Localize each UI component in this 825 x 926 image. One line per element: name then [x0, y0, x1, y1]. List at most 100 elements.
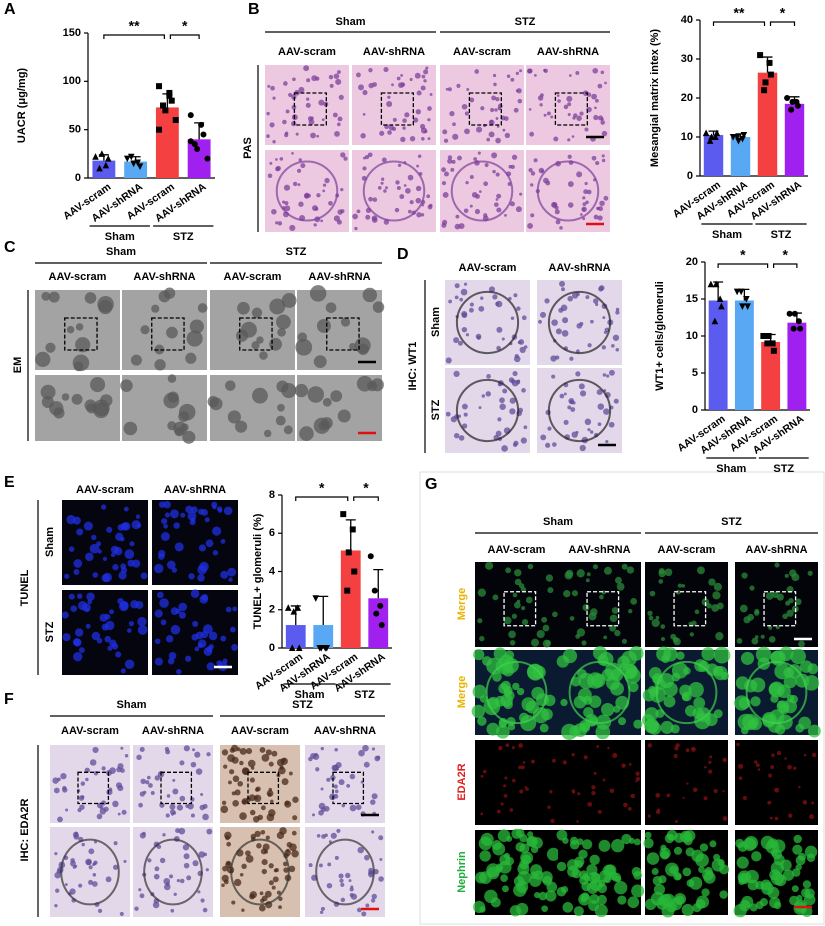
- texture: [454, 223, 461, 230]
- texture: [311, 75, 318, 82]
- texture: [275, 221, 279, 225]
- texture: [491, 95, 497, 101]
- texture: [123, 859, 127, 863]
- texture: [115, 651, 122, 658]
- texture: [585, 295, 590, 300]
- texture: [452, 122, 456, 127]
- zoom-box: [380, 92, 414, 126]
- texture: [191, 633, 199, 641]
- texture: [137, 625, 148, 635]
- texture: [266, 790, 274, 797]
- texture: [517, 340, 522, 345]
- significance-label: **: [129, 18, 140, 34]
- texture: [778, 646, 794, 661]
- texture: [612, 753, 618, 759]
- texture: [335, 78, 342, 85]
- texture: [53, 787, 60, 794]
- texture: [40, 384, 56, 400]
- texture: [803, 753, 807, 757]
- texture: [164, 746, 170, 752]
- texture: [333, 784, 338, 789]
- texture: [722, 816, 728, 821]
- texture: [667, 833, 674, 841]
- texture: [594, 106, 597, 110]
- texture: [62, 787, 68, 793]
- texture: [647, 743, 653, 748]
- texture: [310, 132, 316, 139]
- texture: [123, 421, 138, 436]
- texture: [681, 903, 694, 917]
- texture: [275, 166, 280, 172]
- texture: [798, 640, 805, 648]
- y-tick-label: 0: [692, 404, 698, 416]
- texture: [176, 804, 184, 811]
- texture: [784, 757, 787, 760]
- texture: [701, 888, 710, 897]
- texture: [515, 842, 526, 852]
- texture: [173, 421, 187, 436]
- texture: [107, 645, 113, 651]
- texture: [475, 194, 480, 199]
- texture: [772, 591, 779, 599]
- texture: [110, 552, 116, 558]
- texture: [428, 203, 433, 208]
- texture: [269, 161, 273, 165]
- texture: [525, 596, 533, 604]
- panel-frame: [419, 471, 825, 925]
- texture: [245, 855, 254, 863]
- texture: [169, 809, 176, 815]
- texture: [656, 646, 672, 662]
- texture: [465, 181, 469, 185]
- texture: [169, 803, 176, 810]
- texture: [545, 890, 557, 902]
- glomerulus: [315, 838, 375, 906]
- texture: [340, 187, 344, 192]
- texture: [66, 325, 75, 334]
- texture: [220, 570, 229, 579]
- texture: [286, 848, 290, 853]
- texture: [239, 748, 247, 755]
- glomerulus: [745, 660, 808, 725]
- texture: [529, 874, 542, 887]
- texture: [503, 794, 508, 798]
- texture: [372, 82, 377, 87]
- texture: [502, 128, 506, 132]
- texture: [138, 888, 142, 892]
- texture: [784, 573, 789, 578]
- texture: [349, 342, 357, 351]
- texture: [202, 907, 208, 913]
- texture: [567, 154, 572, 159]
- texture: [260, 805, 266, 811]
- texture: [738, 763, 744, 769]
- data-point: [295, 644, 303, 651]
- texture: [70, 605, 78, 612]
- texture: [130, 354, 142, 366]
- texture: [609, 871, 618, 881]
- texture: [281, 293, 297, 308]
- texture: [221, 883, 225, 888]
- texture: [261, 859, 268, 866]
- micrograph: [475, 740, 558, 825]
- texture: [332, 764, 339, 771]
- row-label: EDA2R: [456, 763, 468, 800]
- bar: [313, 625, 334, 648]
- texture: [314, 752, 318, 757]
- texture: [592, 67, 599, 74]
- texture: [76, 593, 83, 599]
- texture: [501, 885, 509, 893]
- texture: [567, 113, 571, 117]
- texture: [333, 73, 340, 79]
- texture: [165, 882, 170, 887]
- texture: [441, 167, 446, 173]
- texture: [120, 379, 133, 392]
- stain-label: TUNEL: [19, 569, 31, 606]
- texture: [183, 745, 190, 752]
- texture: [493, 202, 499, 207]
- texture: [806, 853, 816, 863]
- texture: [96, 813, 103, 820]
- y-tick-label: 30: [681, 53, 693, 65]
- significance-bracket: [295, 496, 349, 501]
- texture: [300, 163, 306, 169]
- data-point: [288, 644, 296, 651]
- texture: [403, 184, 407, 187]
